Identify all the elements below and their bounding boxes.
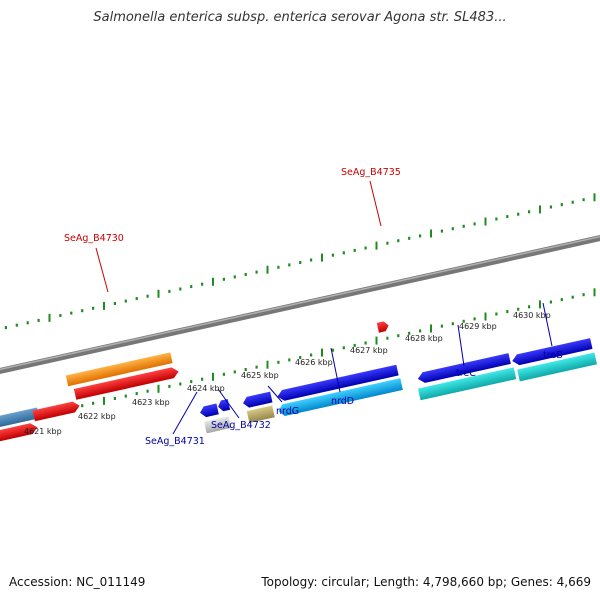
scale-label-4626: 4626 kbp — [295, 358, 333, 367]
genome-backbone-highlight — [0, 235, 600, 371]
genome-backbone — [0, 235, 600, 374]
gene-label-nrdd[interactable]: nrdD — [331, 396, 354, 407]
gene-leader-lines — [95, 180, 553, 435]
gene-arrow-red-1[interactable] — [0, 422, 39, 445]
gene-box-cyan-1[interactable] — [417, 367, 517, 401]
gene-label-seag-b4731[interactable]: SeAg_B4731 — [145, 436, 205, 447]
scale-label-4628: 4628 kbp — [405, 334, 443, 343]
scale-label-4625: 4625 kbp — [241, 371, 279, 380]
gene-arrow-orange[interactable] — [65, 352, 173, 387]
scale-labels: 4621 kbp 4622 kbp 4623 kbp 4624 kbp 4625… — [24, 311, 551, 436]
gene-label-seag-b4735[interactable]: SeAg_B4735 — [341, 167, 401, 178]
gene-arrow-steelblue[interactable] — [0, 407, 40, 432]
scale-label-4627: 4627 kbp — [350, 346, 388, 355]
gene-arrow-red-3[interactable] — [73, 366, 180, 400]
gene-label-trec[interactable]: treC — [456, 368, 476, 379]
gene-label-treb[interactable]: treB — [543, 350, 563, 361]
gene-arrow-blue-small-1[interactable] — [199, 403, 219, 419]
gene-arrow-blue-right-2[interactable] — [511, 338, 593, 366]
feature-arrows — [0, 321, 597, 445]
upper-tick-track — [4, 193, 596, 330]
gene-box-olive[interactable] — [246, 405, 275, 423]
map-title: Salmonella enterica subsp. enterica sero… — [93, 10, 507, 25]
scale-label-4621: 4621 kbp — [24, 427, 62, 436]
gene-arrow-red-2[interactable] — [32, 400, 81, 422]
scale-label-4622: 4622 kbp — [78, 412, 116, 421]
gene-labels: SeAg_B4730 SeAg_B4735 SeAg_B4731 SeAg_B4… — [64, 167, 563, 447]
gene-arrow-sky[interactable] — [277, 378, 403, 417]
topology-text: Topology: circular; Length: 4,798,660 bp… — [261, 575, 591, 589]
accession-text: Accession: NC_011149 — [9, 575, 146, 589]
gene-box-cyan-2[interactable] — [517, 352, 597, 382]
gene-arrow-blue-right-1[interactable] — [417, 353, 511, 384]
gene-label-seag-b4732[interactable]: SeAg_B4732 — [211, 420, 271, 431]
gene-box-gray[interactable] — [204, 416, 232, 434]
scale-label-4623: 4623 kbp — [132, 398, 170, 407]
gene-label-nrdg[interactable]: nrdG — [276, 406, 299, 417]
scale-label-4630: 4630 kbp — [513, 311, 551, 320]
gene-arrow-blue-small-3[interactable] — [242, 391, 273, 409]
gene-arrow-blue-small-2[interactable] — [217, 398, 231, 412]
scale-label-4624: 4624 kbp — [187, 384, 225, 393]
gene-arrow-red-small[interactable] — [376, 321, 390, 333]
scale-label-4629: 4629 kbp — [459, 322, 497, 331]
gene-label-seag-b4730[interactable]: SeAg_B4730 — [64, 233, 124, 244]
